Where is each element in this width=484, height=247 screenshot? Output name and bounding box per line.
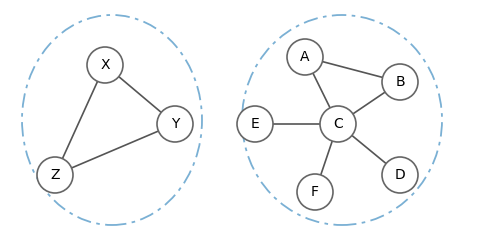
Circle shape xyxy=(382,157,418,193)
Text: C: C xyxy=(333,117,343,131)
Circle shape xyxy=(382,64,418,100)
Circle shape xyxy=(157,106,193,142)
Circle shape xyxy=(237,106,273,142)
Circle shape xyxy=(37,157,73,193)
Text: F: F xyxy=(311,185,319,199)
Text: Z: Z xyxy=(50,168,60,182)
Text: B: B xyxy=(395,75,405,89)
Text: Y: Y xyxy=(171,117,179,131)
Text: E: E xyxy=(251,117,259,131)
Text: X: X xyxy=(100,58,110,72)
Circle shape xyxy=(87,47,123,83)
Text: A: A xyxy=(300,50,310,64)
Circle shape xyxy=(297,174,333,210)
Text: D: D xyxy=(394,168,406,182)
Circle shape xyxy=(320,106,356,142)
Circle shape xyxy=(287,39,323,75)
